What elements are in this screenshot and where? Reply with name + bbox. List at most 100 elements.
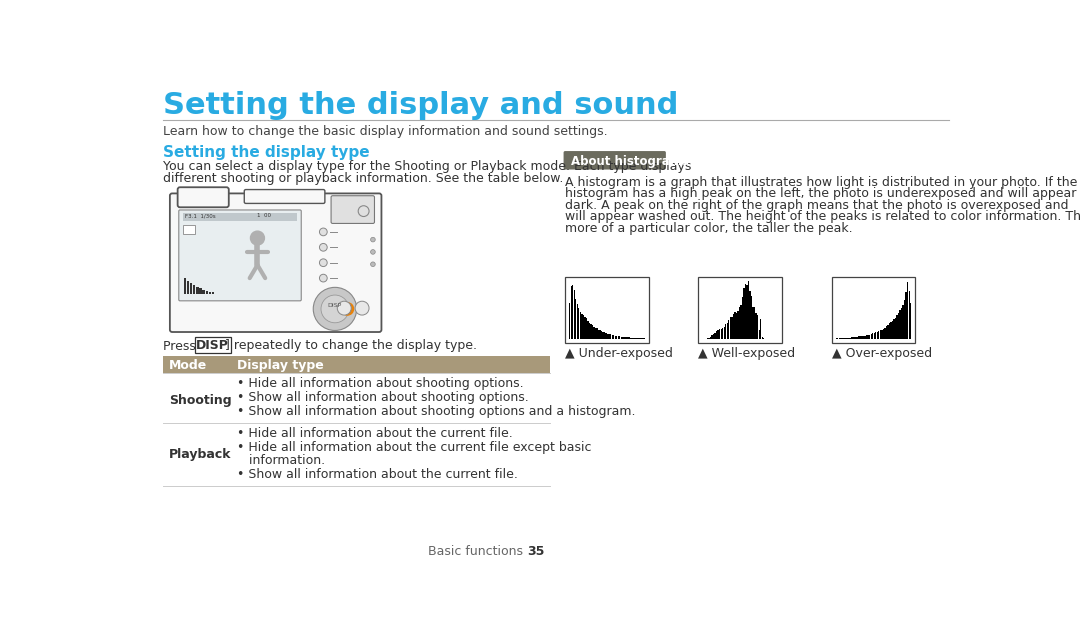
Bar — [832, 277, 916, 343]
Bar — [712, 335, 713, 339]
Bar — [882, 329, 885, 339]
Bar — [584, 317, 585, 339]
Bar — [208, 292, 211, 294]
Bar — [739, 307, 740, 339]
Circle shape — [320, 243, 327, 251]
FancyBboxPatch shape — [564, 151, 666, 169]
Bar — [708, 338, 710, 339]
Text: ] repeatedly to change the display type.: ] repeatedly to change the display type. — [225, 339, 477, 352]
Bar — [840, 338, 841, 339]
Circle shape — [370, 249, 375, 255]
Bar — [715, 333, 716, 339]
Bar — [622, 336, 623, 339]
Bar — [569, 303, 570, 339]
Bar — [864, 336, 866, 339]
Circle shape — [251, 231, 265, 245]
Bar — [578, 307, 580, 339]
Bar — [845, 338, 846, 339]
Bar — [875, 333, 877, 339]
Text: • Hide all information about the current file except basic: • Hide all information about the current… — [238, 442, 592, 454]
Bar — [197, 287, 199, 294]
Circle shape — [321, 295, 349, 323]
Text: • Hide all information about the current file.: • Hide all information about the current… — [238, 428, 513, 440]
Bar — [706, 338, 708, 339]
Bar — [621, 336, 622, 339]
Bar — [183, 225, 194, 234]
Bar — [575, 299, 577, 339]
Circle shape — [320, 259, 327, 266]
Bar — [847, 338, 848, 339]
FancyBboxPatch shape — [177, 187, 229, 207]
Text: Basic functions: Basic functions — [428, 546, 523, 558]
Text: ▲ Well-exposed: ▲ Well-exposed — [699, 347, 796, 360]
Bar — [596, 328, 597, 339]
Bar — [743, 289, 745, 339]
Text: F3.1  1/30s: F3.1 1/30s — [185, 214, 215, 219]
Bar — [724, 327, 725, 339]
Bar — [634, 338, 636, 339]
Text: 1  00: 1 00 — [257, 214, 271, 219]
Bar — [885, 328, 886, 339]
Text: different shooting or playback information. See the table below.: different shooting or playback informati… — [163, 172, 564, 185]
Text: • Show all information about shooting options and a histogram.: • Show all information about shooting op… — [238, 405, 636, 418]
Bar — [719, 329, 720, 339]
Bar — [604, 333, 605, 339]
Bar — [625, 337, 626, 339]
FancyBboxPatch shape — [179, 210, 301, 301]
Text: About histograms: About histograms — [570, 155, 688, 168]
Bar — [636, 338, 637, 339]
Bar — [745, 284, 746, 339]
Bar — [760, 319, 761, 339]
Circle shape — [370, 238, 375, 242]
Bar — [756, 313, 757, 339]
Bar — [591, 324, 592, 339]
Bar — [183, 214, 297, 221]
Bar — [598, 330, 599, 339]
Bar — [863, 336, 864, 339]
Bar — [892, 321, 893, 339]
Text: dark. A peak on the right of the graph means that the photo is overexposed and: dark. A peak on the right of the graph m… — [565, 199, 1068, 212]
Bar — [730, 317, 731, 339]
Text: Mode: Mode — [170, 359, 207, 372]
Bar — [907, 282, 908, 339]
Bar — [849, 338, 851, 339]
Bar — [190, 284, 192, 294]
Text: will appear washed out. The height of the peaks is related to color information.: will appear washed out. The height of th… — [565, 210, 1080, 224]
Bar — [837, 338, 838, 339]
Text: Press [: Press [ — [163, 339, 205, 352]
Bar — [901, 308, 902, 339]
Bar — [642, 338, 644, 339]
Bar — [905, 292, 907, 339]
Text: histogram has a high peak on the left, the photo is underexposed and will appear: histogram has a high peak on the left, t… — [565, 187, 1077, 200]
Bar — [619, 336, 621, 339]
Bar — [717, 329, 719, 339]
Bar — [890, 322, 892, 339]
Bar — [603, 332, 604, 339]
Bar — [867, 335, 869, 339]
Bar — [742, 297, 743, 339]
Circle shape — [359, 206, 369, 217]
Bar — [872, 333, 874, 339]
Text: Setting the display type: Setting the display type — [163, 145, 369, 160]
Bar — [843, 338, 845, 339]
Bar — [879, 330, 881, 339]
Bar — [589, 323, 590, 339]
Circle shape — [337, 301, 351, 315]
Bar — [903, 305, 904, 339]
Bar — [613, 335, 615, 339]
Bar — [713, 334, 714, 339]
Bar — [580, 312, 581, 339]
Text: DISP: DISP — [328, 303, 342, 307]
Bar — [573, 290, 575, 339]
Text: Playback: Playback — [170, 449, 231, 461]
Bar — [761, 337, 762, 339]
Bar — [720, 329, 721, 339]
Circle shape — [320, 228, 327, 236]
Bar — [577, 304, 578, 339]
Bar — [608, 334, 610, 339]
Bar — [599, 330, 600, 339]
Bar — [747, 281, 750, 339]
Circle shape — [320, 274, 327, 282]
Bar — [727, 323, 728, 339]
Bar — [874, 333, 875, 339]
